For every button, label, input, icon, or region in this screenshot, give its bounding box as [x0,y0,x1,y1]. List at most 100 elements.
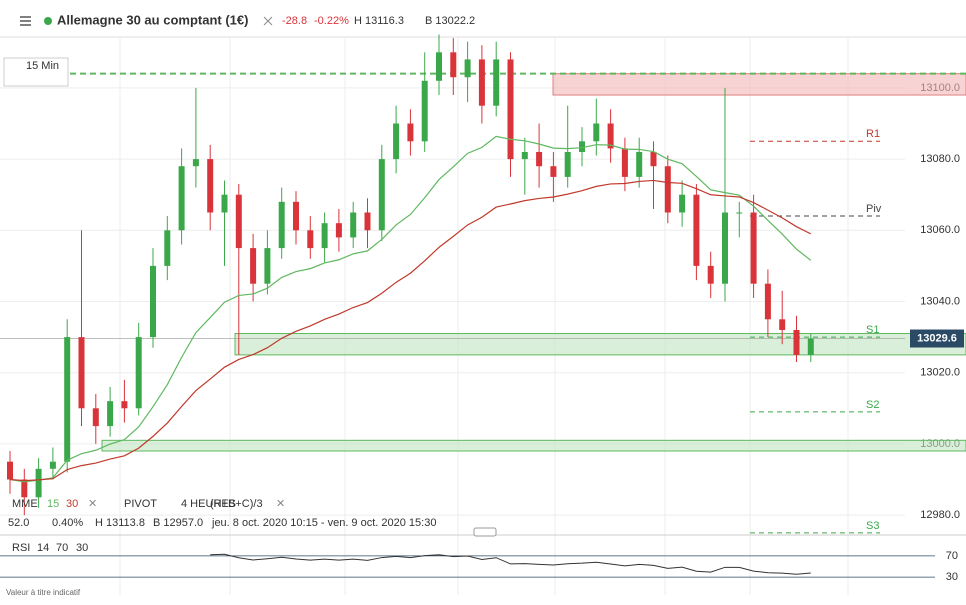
footer: Valeur à titre indicatif [6,588,81,597]
ind-h: H 13113.8 [95,517,145,529]
candle-body [779,319,786,330]
candle-body [164,230,171,266]
candle-body [493,59,500,106]
candle-body [621,148,628,177]
candle-body [107,401,114,427]
candle-body [450,52,457,78]
zone [101,439,966,452]
rsi-line [210,553,811,575]
pivot-label: S1 [866,324,879,336]
candle-body [192,159,199,167]
candle-body [579,141,585,152]
instrument-title[interactable]: Allemagne 30 au comptant (1€) [57,12,248,27]
candle-body [593,123,600,142]
candle-body [750,212,757,284]
pivot-label: S3 [866,520,879,532]
ema-line [9,179,812,482]
candle-body [736,212,743,214]
candle-body [35,468,42,498]
close-x[interactable] [263,16,273,26]
ind-pivot-period: 4 HEURES [181,498,236,510]
pivot-label: S2 [866,399,879,411]
candle-body [221,194,228,213]
y-tick-label: 13040.0 [920,295,960,307]
rsi-name: RSI [12,542,30,554]
rsi-down: 30 [76,542,88,554]
y-tick-label: 13020.0 [920,367,960,379]
candle-body [521,151,528,160]
day-high: H 13116.3 [354,15,404,27]
candle-body [21,479,28,498]
candle-body [378,159,385,231]
candle-body [650,151,657,167]
candle-body [707,265,714,284]
timeframe-box[interactable] [3,57,69,87]
timeframe[interactable]: 15 Min [26,60,59,72]
candle-body [807,338,814,355]
candle-body [664,166,671,213]
y-tick-label: 12980.0 [920,509,960,521]
day-low: B 13022.2 [425,15,475,27]
candle-body [335,223,342,238]
candle-body [264,248,271,284]
rsi-up: 70 [56,542,68,554]
candle-body [393,123,400,160]
candle-body [278,201,285,249]
ind-pct: 0.40% [52,517,83,529]
candle-body [207,159,214,213]
rsi-tick-label: 70 [946,550,958,562]
candle-body [636,151,643,177]
candle-body [178,166,185,231]
candle-body [536,151,543,167]
ind-range: jeu. 8 oct. 2020 10:15 - ven. 9 oct. 202… [211,517,436,529]
candle-body [464,59,471,78]
ind-val: 52.0 [8,517,29,529]
candle-body [321,223,328,249]
candle-body [679,194,686,213]
change-pct: -0.22% [314,15,349,27]
candle-body [293,201,299,231]
candle-body [722,212,728,284]
candle-body [121,401,128,409]
candle-body [478,59,485,106]
candle-body [78,337,85,409]
candle-body [564,151,571,177]
candle-body [307,230,314,249]
candle-body [350,212,357,238]
ind-close[interactable]: ✕ [276,498,285,510]
menu-icon[interactable] [20,16,31,26]
pivot-label: Piv [866,203,882,215]
last-price-box [910,329,964,348]
candle-body [150,265,156,338]
candle-body [92,408,99,427]
candle-body [64,337,71,462]
ind-mme: MME [12,498,38,510]
candle-body [421,80,428,142]
y-tick-label: 13080.0 [920,153,960,165]
candle-body [235,194,242,249]
ind-mme-p1: 15 [47,498,59,510]
candle-body [135,337,142,409]
candle-body [436,52,442,81]
y-tick-label: 13060.0 [920,224,960,236]
candle-body [607,123,614,149]
ind-pivot: PIVOT [124,498,157,510]
candle-body [407,123,414,142]
candle-body [49,461,56,469]
resize-handle[interactable] [473,527,497,537]
status-dot [44,17,52,25]
ind-close[interactable]: ✕ [88,498,97,510]
pivot-label: R1 [866,128,880,140]
candle-body [550,166,557,177]
candle-body [250,248,257,284]
rsi-tick-label: 30 [946,571,958,583]
zone [234,333,966,356]
candle-body [793,329,800,355]
header-bar [0,0,966,37]
ema-line [9,135,812,483]
ind-pivot-formula: (H+B+C)/3 [210,498,263,510]
ind-b: B 12957.0 [153,517,203,529]
candle-body [7,461,13,480]
last-price-label: 13029.6 [917,332,957,344]
rsi-p: 14 [37,542,49,554]
